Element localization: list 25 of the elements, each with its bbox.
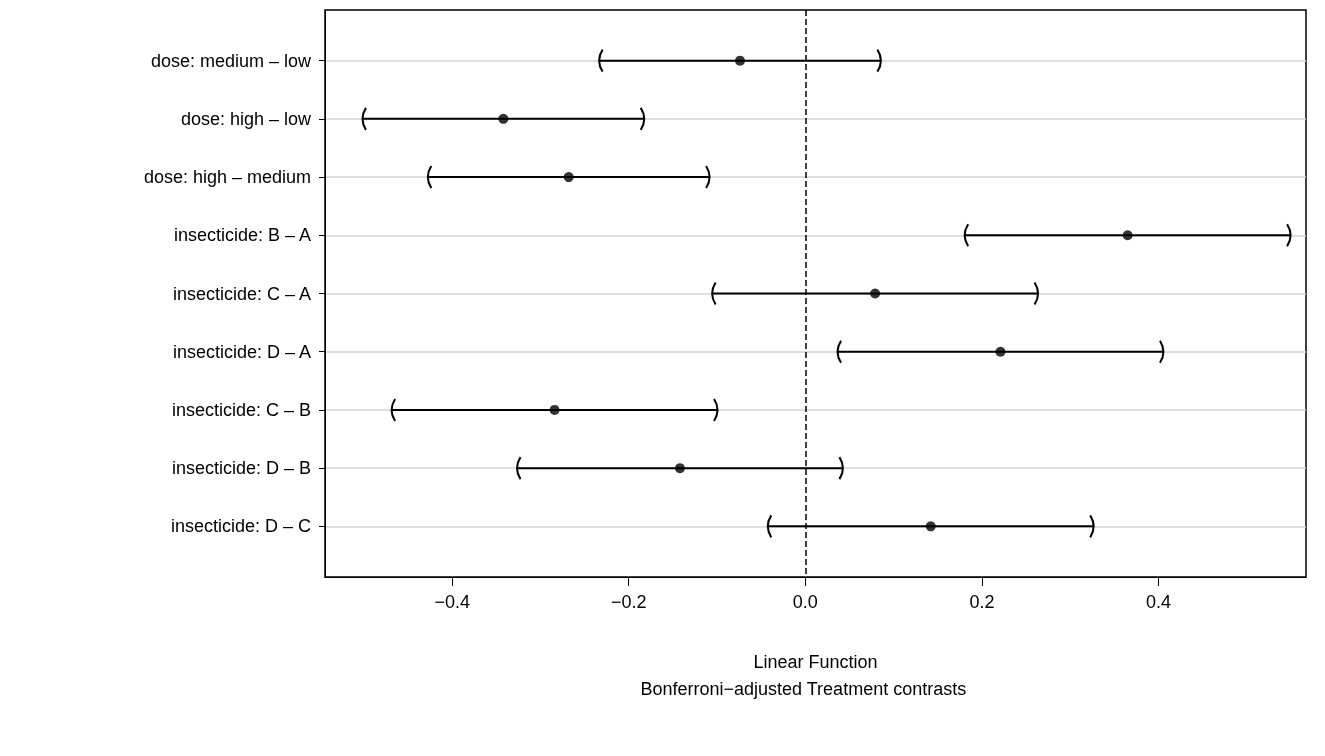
x-axis-title: Linear Function	[753, 652, 878, 672]
x-tick-label: 0.0	[792, 592, 818, 612]
y-tick-label: dose: high – low	[180, 108, 312, 129]
y-tick-label: dose: medium – low	[150, 50, 312, 71]
point	[735, 55, 745, 66]
y-tick-label: insecticide: C – B	[171, 399, 311, 420]
point	[563, 172, 574, 183]
point	[498, 113, 509, 124]
x-tick-label: 0.4	[1146, 592, 1172, 612]
point	[870, 288, 881, 299]
point	[925, 521, 936, 532]
y-tick-label: insecticide: D – B	[171, 458, 311, 479]
y-tick-label: insecticide: D – A	[172, 341, 311, 362]
x-tick-label: 0.2	[969, 592, 995, 612]
y-tick-label: insecticide: B – A	[173, 225, 311, 246]
point	[549, 404, 560, 415]
point	[674, 463, 685, 474]
x-tick-label: −0.2	[610, 592, 647, 612]
text: Bonferroni−adjusted Treatment contrasts	[640, 679, 967, 699]
point	[1122, 230, 1133, 241]
y-tick-label: insecticide: D – C	[170, 516, 311, 537]
point	[995, 346, 1006, 357]
y-tick-label: dose: high – medium	[143, 167, 311, 188]
x-tick-label: −0.4	[434, 592, 470, 612]
y-tick-label: insecticide: C – A	[172, 283, 311, 304]
